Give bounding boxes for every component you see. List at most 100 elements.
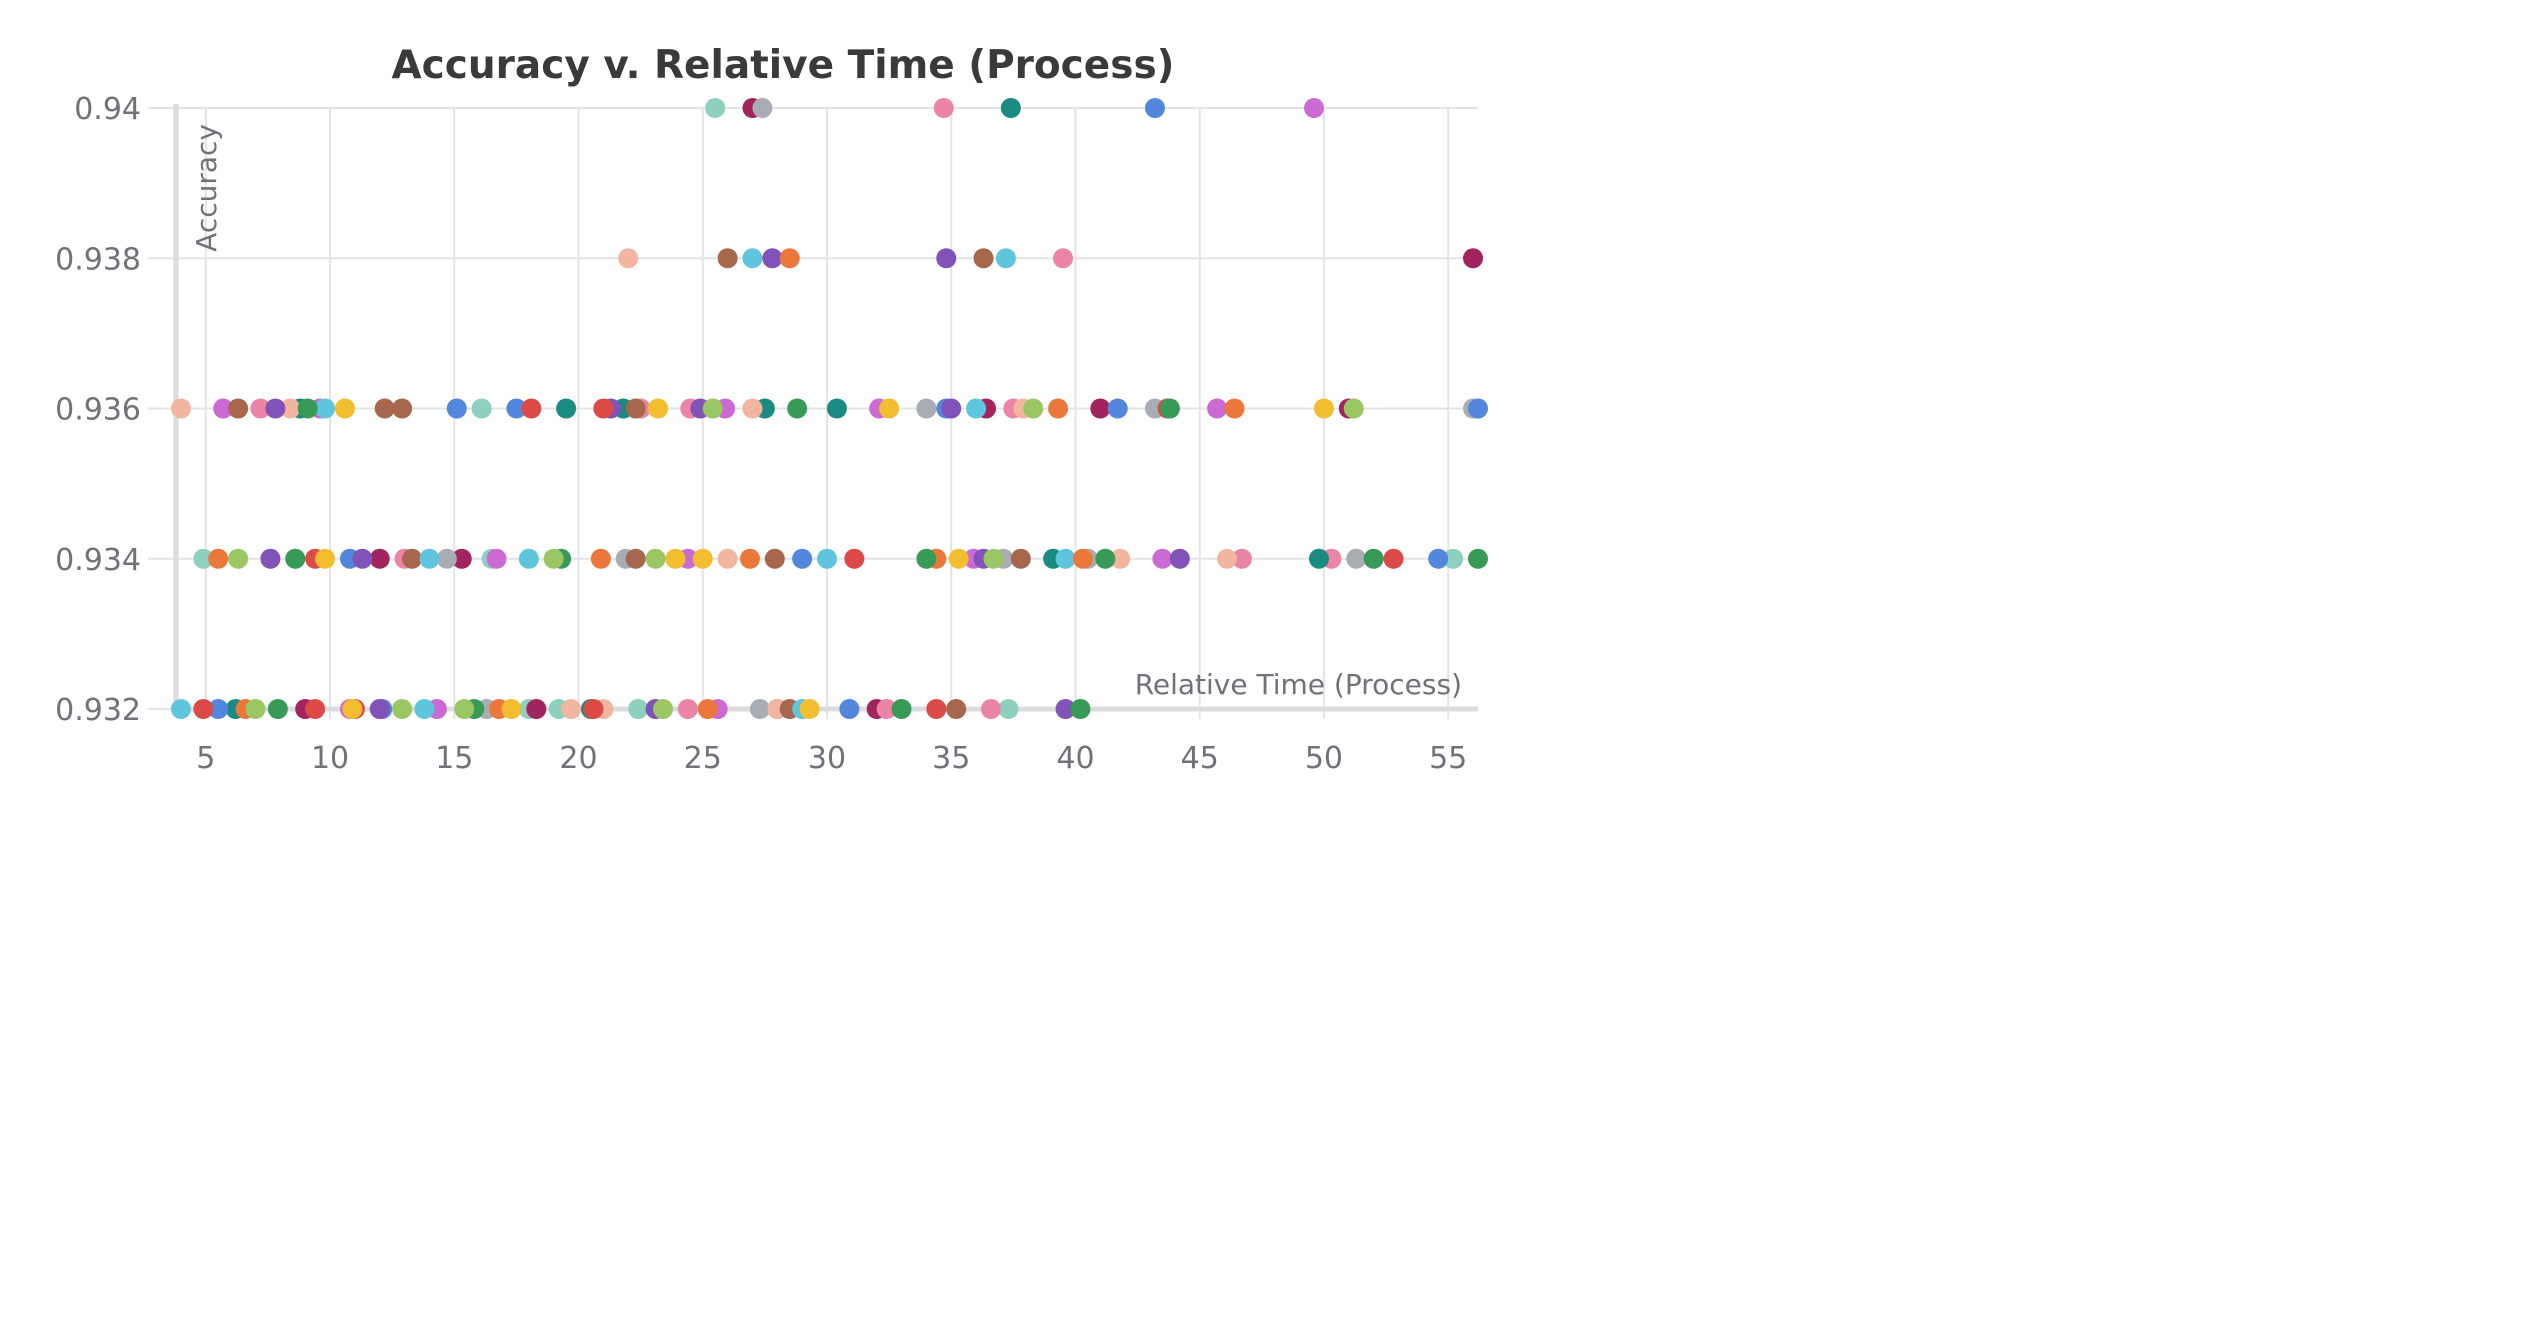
scatter-chart: 0.932 0.934 0.936 0.938 0.94 5 10 15 20 25 30 35 40 4… — [55, 43, 1488, 776]
data-point — [342, 699, 363, 719]
data-point — [506, 398, 527, 419]
data-point — [1207, 398, 1228, 419]
data-point — [208, 699, 229, 719]
data-point — [518, 548, 539, 569]
x-tick-label: 15 — [435, 741, 473, 776]
x-tick-label: 35 — [932, 741, 970, 776]
data-point — [436, 548, 457, 569]
data-point — [948, 548, 969, 569]
grid-lines — [148, 107, 1478, 719]
data-point — [285, 548, 306, 569]
data-point — [556, 398, 577, 419]
data-point — [1428, 548, 1449, 569]
data-point — [369, 548, 390, 569]
data-point — [1304, 98, 1325, 118]
y-tick-label: 0.932 — [55, 693, 141, 728]
y-tick-label: 0.936 — [55, 393, 141, 428]
data-point — [1090, 398, 1111, 419]
data-point — [1231, 548, 1252, 569]
data-point — [1023, 398, 1044, 419]
x-tick-label: 45 — [1181, 741, 1219, 776]
data-point — [315, 398, 336, 419]
data-point — [742, 248, 763, 269]
data-point — [228, 548, 249, 569]
y-tick-label: 0.938 — [55, 242, 141, 277]
data-point — [1468, 548, 1488, 569]
data-point — [590, 548, 611, 569]
x-tick-label: 40 — [1056, 741, 1094, 776]
data-point — [692, 548, 713, 569]
data-point — [1152, 548, 1173, 569]
data-point — [879, 398, 900, 419]
data-point — [628, 699, 649, 719]
data-point — [374, 398, 395, 419]
data-point — [702, 398, 723, 419]
data-point — [1048, 398, 1069, 419]
data-point — [352, 548, 373, 569]
data-point — [648, 398, 669, 419]
data-point — [1468, 398, 1488, 419]
data-point — [1217, 548, 1238, 569]
data-point — [267, 699, 288, 719]
data-point — [844, 548, 865, 569]
data-point — [208, 548, 229, 569]
tick-labels: 0.932 0.934 0.936 0.938 0.94 5 10 15 20 25 30 35 40 4… — [55, 92, 1467, 776]
data-point — [705, 98, 726, 118]
data-point — [946, 699, 967, 719]
data-point — [419, 548, 440, 569]
data-point — [471, 398, 492, 419]
data-point — [787, 398, 808, 419]
data-point — [764, 548, 785, 569]
data-point — [966, 398, 987, 419]
data-point — [297, 398, 318, 419]
data-point — [1144, 98, 1165, 118]
data-point — [916, 398, 937, 419]
data-point — [625, 548, 646, 569]
data-point — [973, 248, 994, 269]
data-point — [1095, 548, 1116, 569]
data-point — [1055, 699, 1076, 719]
data-point — [392, 699, 413, 719]
data-point — [653, 699, 674, 719]
data-point — [980, 699, 1001, 719]
data-point — [799, 699, 820, 719]
data-point — [1053, 248, 1074, 269]
x-tick-label: 55 — [1429, 741, 1467, 776]
data-point — [526, 699, 547, 719]
data-point — [414, 699, 435, 719]
data-point — [446, 398, 467, 419]
data-point — [593, 398, 614, 419]
data-point — [826, 398, 847, 419]
data-point — [717, 248, 738, 269]
x-tick-label: 20 — [559, 741, 597, 776]
data-point — [1159, 398, 1180, 419]
data-point — [1072, 548, 1093, 569]
data-point — [995, 248, 1016, 269]
y-tick-label: 0.94 — [74, 92, 141, 127]
data-point — [454, 699, 475, 719]
data-point — [1313, 398, 1334, 419]
data-point — [752, 98, 773, 118]
data-point — [260, 548, 281, 569]
y-axis-label: Accuracy — [190, 124, 223, 252]
data-point — [762, 248, 783, 269]
data-point — [779, 248, 800, 269]
data-point — [245, 699, 266, 719]
data-point — [941, 398, 962, 419]
data-point — [1000, 98, 1021, 118]
data-point — [543, 548, 564, 569]
data-point — [501, 699, 522, 719]
data-point — [1443, 548, 1464, 569]
data-point — [315, 548, 336, 569]
x-tick-label: 50 — [1305, 741, 1343, 776]
data-point — [739, 548, 760, 569]
data-point — [998, 699, 1019, 719]
data-point — [817, 548, 837, 569]
y-tick-label: 0.934 — [55, 543, 141, 578]
data-point — [193, 699, 214, 719]
data-point — [625, 398, 646, 419]
data-point — [665, 548, 686, 569]
data-point — [451, 548, 472, 569]
data-point — [1070, 699, 1091, 719]
data-point — [677, 699, 698, 719]
